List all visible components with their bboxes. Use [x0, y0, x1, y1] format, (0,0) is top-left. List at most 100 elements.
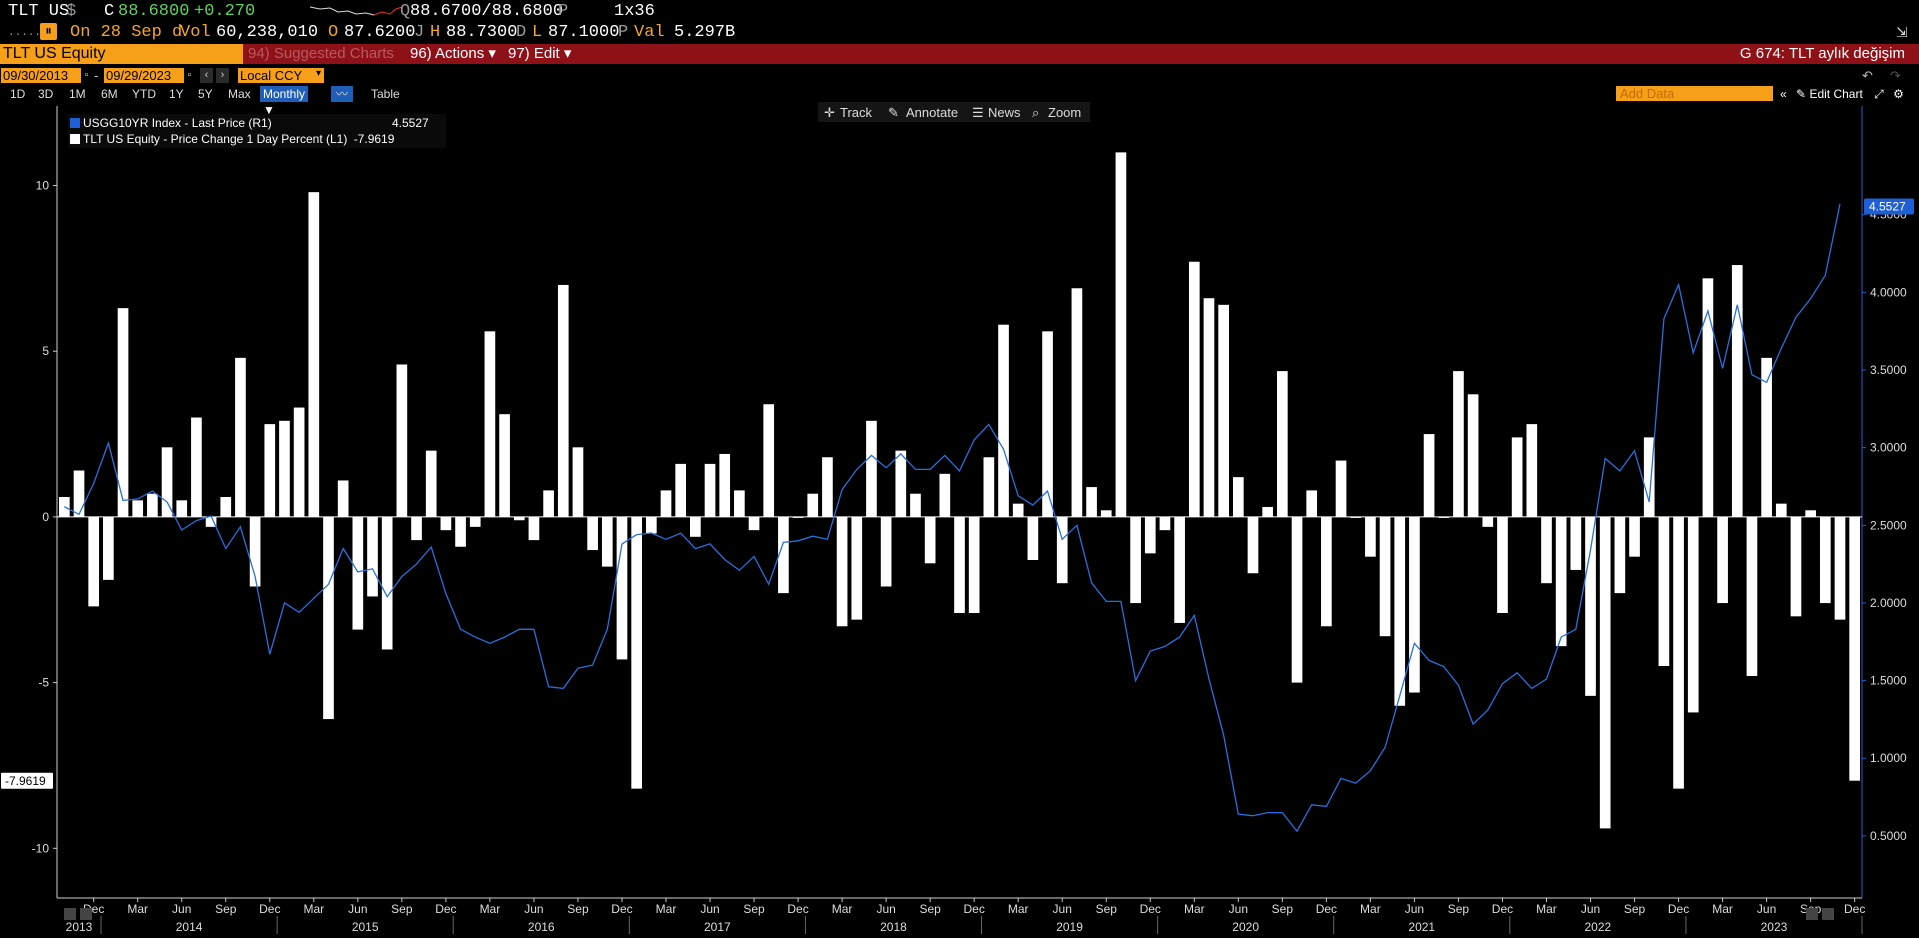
bar — [822, 457, 833, 517]
add-data-input[interactable]: Add Data — [1616, 86, 1773, 101]
end-calendar-icon[interactable]: ▫ — [185, 68, 194, 83]
bar — [1247, 516, 1259, 574]
bar — [1775, 503, 1787, 517]
bar — [998, 324, 1009, 517]
month-label: Sep — [567, 902, 589, 916]
range-1y[interactable]: 1Y — [169, 87, 184, 101]
bar — [1291, 516, 1303, 683]
annotate-button[interactable]: Annotate — [906, 105, 959, 120]
high-label: H — [430, 23, 441, 42]
redo-icon[interactable]: ↷ — [1890, 68, 1901, 83]
period-select[interactable]: Monthly ▼ — [260, 86, 309, 117]
fullscreen-icon[interactable]: ⤢ — [1874, 87, 1884, 101]
bar — [235, 357, 246, 517]
traded-value: 5.297B — [674, 23, 736, 42]
scroll-left-icon[interactable] — [64, 908, 76, 920]
month-label: Sep — [743, 902, 765, 916]
bar — [631, 516, 642, 789]
val-label: Val — [634, 23, 665, 42]
security-field[interactable]: TLT US Equity — [0, 44, 243, 64]
year-label: 2016 — [528, 920, 555, 934]
range-max[interactable]: Max — [228, 87, 251, 101]
bar — [601, 516, 613, 567]
collapse-icon[interactable]: « — [1780, 87, 1787, 101]
high-suffix: D — [516, 23, 527, 42]
table-button[interactable]: Table — [371, 87, 400, 101]
month-label: Mar — [127, 902, 148, 916]
bar — [1599, 516, 1611, 829]
right-tick-label: 1.5000 — [1870, 674, 1907, 688]
year-label: 2017 — [704, 920, 731, 934]
market-status-icon[interactable]: ⏸ — [40, 23, 57, 40]
pencil-icon: ✎ — [1796, 87, 1807, 101]
quote-stats: ..... ⏸ On 28 Sep d Vol 60,238,010 O 87.… — [0, 21, 1919, 43]
bar — [660, 490, 672, 517]
month-label: Dec — [259, 902, 280, 916]
legend-label-yield: USGG10YR Index - Last Price (R1) — [83, 116, 272, 130]
right-last-value-label: 4.5527 — [1869, 200, 1906, 214]
currency-select[interactable]: Local CCY — [238, 68, 324, 83]
chart-type-icon[interactable]: 〰 — [331, 86, 353, 102]
gear-icon[interactable]: ⚙ — [1893, 87, 1904, 101]
range-6m[interactable]: 6M — [101, 87, 118, 101]
scroll-right-fast-icon[interactable] — [1822, 908, 1834, 920]
low-suffix: P — [618, 23, 629, 42]
month-label: Dec — [611, 902, 632, 916]
next-period-button[interactable]: › — [216, 68, 229, 83]
quote-header: TLT US $ C 88.6800 +0.270 Q 88.6700/88.6… — [0, 0, 1919, 21]
year-label: 2015 — [352, 920, 379, 934]
magnifier-icon: ⌕ — [1032, 105, 1040, 120]
bar — [1188, 261, 1200, 517]
bar — [1834, 516, 1846, 620]
prev-period-button[interactable]: ‹ — [200, 68, 213, 83]
news-button[interactable]: News — [988, 105, 1021, 120]
bar — [1819, 516, 1831, 604]
month-label: Mar — [1008, 902, 1029, 916]
bar — [557, 284, 569, 517]
bar — [1658, 516, 1670, 667]
month-label: Dec — [1492, 902, 1513, 916]
track-button[interactable]: Track — [840, 105, 873, 120]
bar — [1130, 516, 1141, 604]
range-1d[interactable]: 1D — [10, 87, 26, 101]
bar — [484, 331, 496, 517]
chart-title: G 674: TLT aylık değişim — [1739, 45, 1905, 62]
month-label: Dec — [1668, 902, 1689, 916]
scroll-left-fast-icon[interactable] — [80, 908, 92, 920]
bar — [1306, 490, 1318, 517]
right-tick-label: 2.0000 — [1870, 596, 1907, 610]
edit-menu[interactable]: 97) Edit ▾ — [508, 45, 572, 62]
bar — [1717, 516, 1728, 604]
end-date-field[interactable]: 09/29/2023 — [104, 68, 184, 83]
range-1m[interactable]: 1M — [69, 87, 86, 101]
legend-entry-tlt[interactable]: TLT US Equity - Price Change 1 Day Perce… — [70, 131, 394, 147]
scroll-right-icon[interactable] — [1806, 908, 1818, 920]
year-label: 2014 — [176, 920, 203, 934]
month-label: Jun — [1405, 902, 1424, 916]
bar — [352, 516, 364, 630]
actions-menu[interactable]: 96) Actions ▾ — [410, 45, 496, 62]
year-label: 2022 — [1585, 920, 1612, 934]
range-5y[interactable]: 5Y — [198, 87, 213, 101]
start-calendar-icon[interactable]: ▫ — [82, 68, 91, 83]
zoom-button[interactable]: Zoom — [1048, 105, 1082, 120]
month-label: Sep — [919, 902, 941, 916]
start-date-field[interactable]: 09/30/2013 — [1, 68, 81, 83]
range-3d[interactable]: 3D — [38, 87, 54, 101]
bar — [939, 473, 951, 517]
month-label: Sep — [215, 902, 237, 916]
popout-icon[interactable]: ⇲ — [1896, 24, 1908, 40]
month-label: Jun — [1053, 902, 1072, 916]
undo-icon[interactable]: ↶ — [1862, 68, 1873, 83]
suggested-charts-button[interactable]: 94) Suggested Charts — [248, 45, 394, 62]
edit-chart-button[interactable]: « ✎ Edit Chart ⤢ ⚙ — [1780, 86, 1904, 102]
month-label: Sep — [1272, 902, 1294, 916]
bar — [1071, 288, 1083, 517]
legend-entry-yield[interactable]: USGG10YR Index - Last Price (R1) 4.5527 — [70, 115, 429, 131]
bar — [1321, 516, 1332, 627]
range-ytd[interactable]: YTD — [132, 87, 156, 101]
bar — [293, 407, 305, 517]
bar — [1511, 437, 1523, 517]
low-label: L — [532, 23, 543, 42]
